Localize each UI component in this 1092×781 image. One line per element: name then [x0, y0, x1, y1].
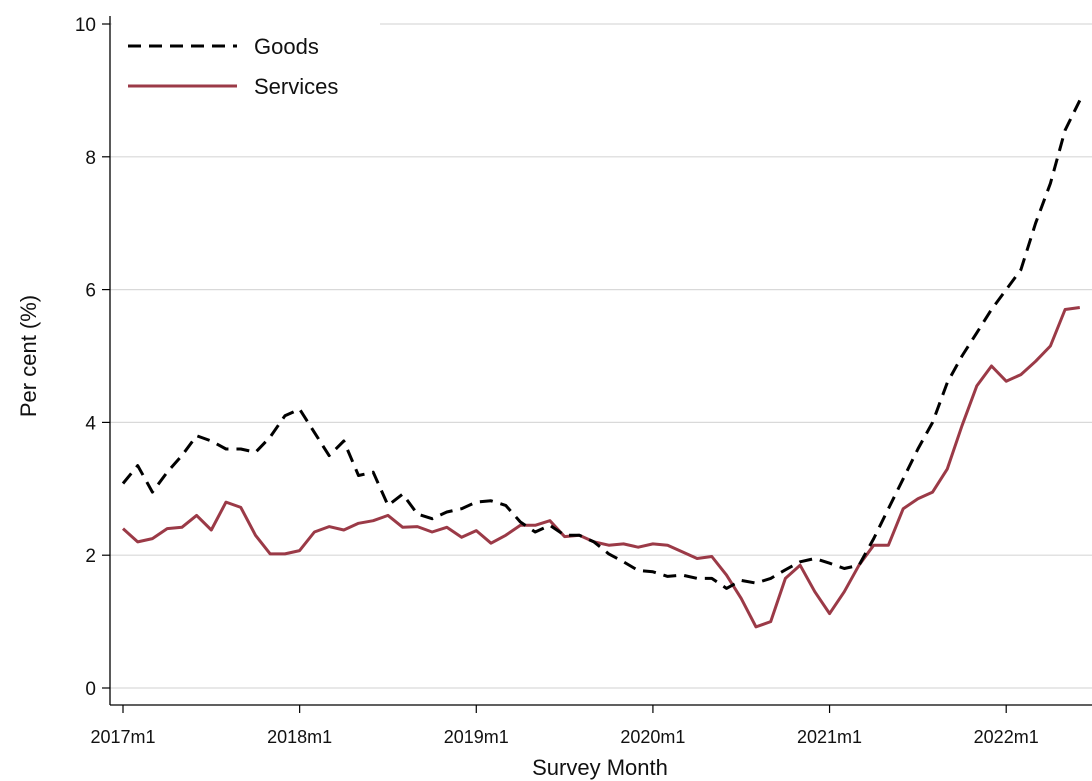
x-tick-label: 2019m1	[444, 727, 509, 747]
x-tick-label: 2022m1	[974, 727, 1039, 747]
series-lines	[121, 99, 1082, 629]
legend-label-services: Services	[254, 74, 338, 99]
series-line-goods	[121, 99, 1082, 590]
y-tick-label: 8	[85, 148, 96, 169]
y-axis-title: Per cent (%)	[16, 295, 41, 417]
y-tick-label: 6	[85, 281, 96, 302]
x-tick-label: 2017m1	[90, 727, 155, 747]
series-line-services	[121, 306, 1081, 629]
x-axis-title: Survey Month	[532, 755, 668, 780]
gridlines	[110, 23, 1092, 689]
legend: Goods Services	[112, 18, 380, 110]
legend-box	[112, 18, 380, 110]
y-tick-label: 10	[75, 15, 96, 36]
legend-label-goods: Goods	[254, 34, 319, 59]
y-tick-label: 2	[85, 546, 96, 567]
y-tick-label: 4	[85, 413, 96, 434]
x-tick-label: 2021m1	[797, 727, 862, 747]
axes: 0 2 4 6 8 10 2017m1 2018m1 2019m1 2020m1 2021m1 202…	[75, 15, 1092, 747]
x-tick-label: 2018m1	[267, 727, 332, 747]
y-tick-label: 0	[85, 679, 96, 700]
x-tick-label: 2020m1	[620, 727, 685, 747]
